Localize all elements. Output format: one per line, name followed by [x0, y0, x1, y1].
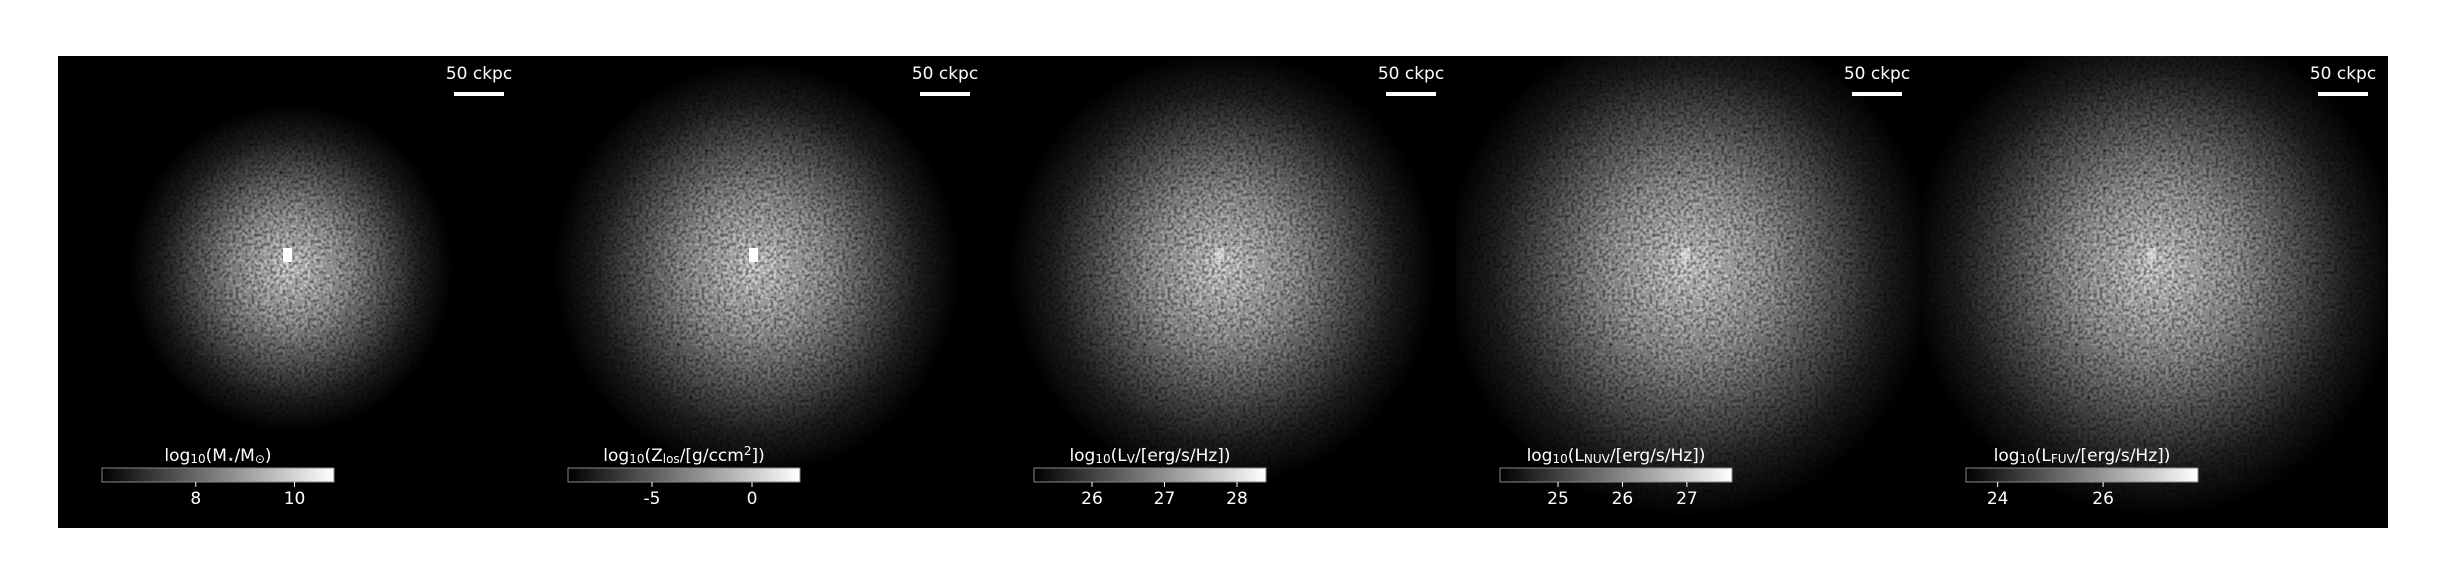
panel: 50 ckpc log10(LNUV/[erg/s/Hz]) 25 26 27: [1456, 56, 1922, 528]
colorbar-tick-label: 26: [2092, 489, 2114, 509]
colorbar-tick-label: 0: [747, 489, 758, 509]
colorbar: [101, 467, 335, 483]
label-part: los: [663, 452, 680, 466]
label-part: 10: [190, 452, 205, 466]
label-part: NUV: [1584, 452, 1611, 466]
label-part: 10: [1095, 452, 1110, 466]
panel: 50 ckpc log10(LFUV/[erg/s/Hz]) 24 26: [1922, 56, 2388, 528]
scalebar-label: 50 ckpc: [446, 64, 512, 84]
colorbar-tick-label: 27: [1154, 489, 1176, 509]
label-part: V: [1127, 452, 1136, 466]
scalebar-label: 50 ckpc: [912, 64, 978, 84]
label-part: FUV: [2051, 452, 2076, 466]
label-part: ⋆: [227, 452, 235, 466]
label-part: ⊙: [255, 452, 265, 466]
scalebar-label: 50 ckpc: [1378, 64, 1444, 84]
galaxy-core: [2147, 248, 2156, 262]
label-part: (L: [1568, 446, 1585, 466]
colorbar-tick-label: -5: [644, 489, 661, 509]
colorbar-tick-label: 24: [1987, 489, 2009, 509]
label-part: (L: [1111, 446, 1128, 466]
colorbar: [1499, 467, 1733, 483]
label-part: (Z: [644, 446, 662, 466]
label-part: /[erg/s/Hz]): [1135, 446, 1231, 466]
colorbar-tick-label: 10: [284, 489, 306, 509]
panel: 50 ckpc log10(Zlos/[g/ccm2]) -5 0: [524, 56, 990, 528]
colorbar-tick-label: 8: [190, 489, 201, 509]
colorbar-label: log10(LFUV/[erg/s/Hz]): [1994, 446, 2171, 466]
label-part: (L: [2035, 446, 2052, 466]
galaxy-noise: [990, 56, 1456, 528]
label-part: /[g/ccm: [680, 446, 744, 466]
colorbar: [1965, 467, 2199, 483]
galaxy-noise: [1922, 56, 2388, 528]
label-part: log: [164, 446, 190, 466]
colorbar: [1033, 467, 1267, 483]
label-part: log: [1527, 446, 1553, 466]
label-part: /[erg/s/Hz]): [1610, 446, 1706, 466]
colorbar: [567, 467, 801, 483]
label-part: ): [265, 446, 272, 466]
colorbar-label: log10(Zlos/[g/ccm2]): [603, 444, 764, 466]
label-part: log: [1069, 446, 1095, 466]
galaxy-noise: [58, 56, 524, 528]
colorbar-tick-label: 25: [1547, 489, 1569, 509]
galaxy-noise: [524, 56, 990, 528]
galaxy-core: [749, 248, 758, 262]
label-part: log: [603, 446, 629, 466]
colorbar-tick-label: 27: [1676, 489, 1698, 509]
colorbar-label: log10(M⋆/M⊙): [164, 446, 271, 466]
panel: 50 ckpc log10(LV/[erg/s/Hz]) 26 27 28: [990, 56, 1456, 528]
label-part: (M: [206, 446, 227, 466]
label-part: 2: [744, 444, 752, 458]
galaxy-noise: [1456, 56, 1922, 528]
colorbar-tick-label: 26: [1081, 489, 1103, 509]
label-part: 10: [629, 452, 644, 466]
galaxy-core: [283, 248, 292, 262]
colorbar-tick-label: 26: [1612, 489, 1634, 509]
label-part: /M: [234, 446, 254, 466]
galaxy-core: [1681, 248, 1690, 262]
label-part: log: [1994, 446, 2020, 466]
label-part: 10: [1552, 452, 1567, 466]
scalebar-label: 50 ckpc: [1844, 64, 1910, 84]
colorbar-tick-label: 28: [1226, 489, 1248, 509]
colorbar-label: log10(LV/[erg/s/Hz]): [1069, 446, 1230, 466]
label-part: ]): [751, 446, 764, 466]
galaxy-core: [1215, 248, 1224, 262]
scalebar-label: 50 ckpc: [2310, 64, 2376, 84]
label-part: 10: [2020, 452, 2035, 466]
label-part: /[erg/s/Hz]): [2075, 446, 2171, 466]
colorbar-label: log10(LNUV/[erg/s/Hz]): [1527, 446, 1706, 466]
